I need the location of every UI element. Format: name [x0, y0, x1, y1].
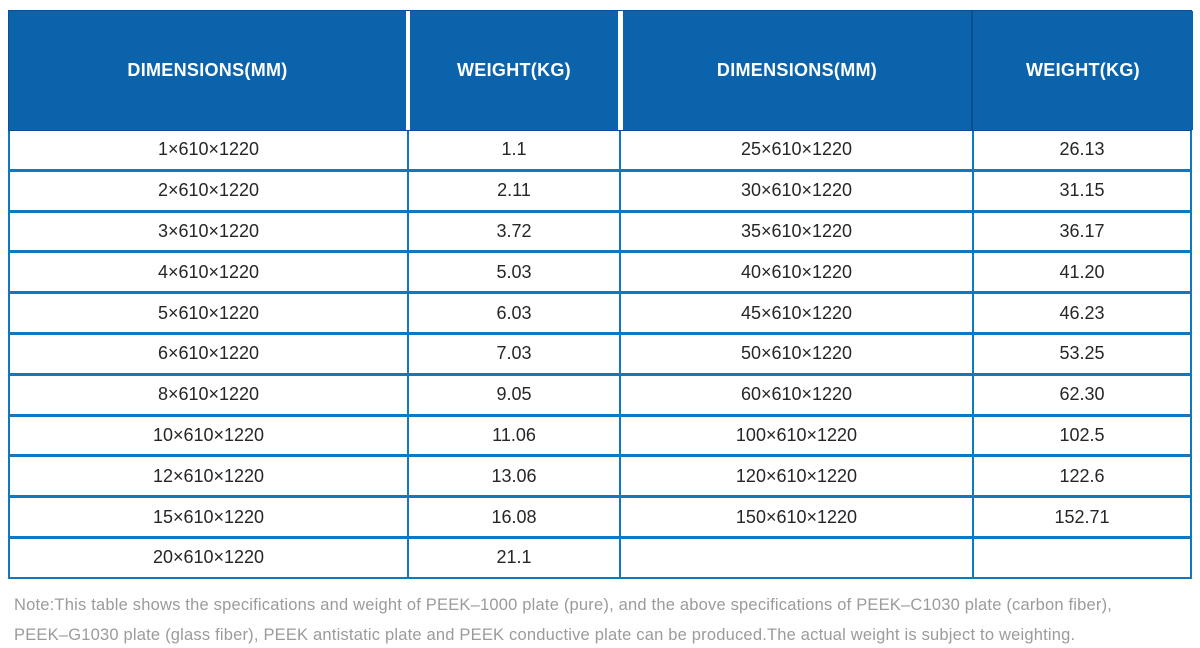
weight-cell: 13.06	[407, 457, 619, 496]
dimension-cell: 15×610×1220	[152, 506, 265, 527]
dimension-cell: 120×610×1220	[619, 457, 972, 496]
header-weight-right: WEIGHT(KG)	[971, 11, 1193, 130]
table-row: 6×610×1220 7.03 50×610×1220 53.25	[10, 334, 1190, 376]
weight-cell: 152.71	[972, 498, 1190, 536]
dimension-cell: 6×610×1220	[157, 343, 260, 364]
table-row: 5×610×1220 6.03 45×610×1220 46.23	[10, 294, 1190, 335]
header-dimensions-left: DIMENSIONS(MM)	[9, 11, 406, 130]
dimension-cell: 150×610×1220	[619, 498, 972, 536]
table-row: 10×610×1220 11.06 100×610×1220 102.5	[10, 416, 1190, 458]
dimension-cell: 30×610×1220	[619, 171, 972, 210]
footnote: Note:This table shows the specifications…	[14, 590, 1192, 648]
weight-cell: 62.30	[972, 375, 1190, 414]
table-row: 20×610×1220 21.1	[10, 538, 1190, 577]
dimension-cell: 35×610×1220	[619, 212, 972, 251]
dimension-cell: 50×610×1220	[619, 334, 972, 373]
weight-cell: 53.25	[972, 334, 1190, 373]
dimension-cell: 100×610×1220	[619, 416, 972, 455]
table-row: 2×610×1220 2.11 30×610×1220 31.15	[10, 171, 1190, 213]
footnote-line: PEEK–G1030 plate (glass fiber), PEEK ant…	[14, 626, 1076, 644]
weight-cell: 7.03	[407, 334, 619, 373]
weight-cell: 41.20	[972, 253, 1190, 292]
weight-cell: 102.5	[972, 416, 1190, 455]
weight-cell: 1.1	[407, 131, 619, 169]
weight-cell	[972, 538, 1190, 577]
header-weight-left: WEIGHT(KG)	[406, 11, 618, 130]
dimension-cell: 45×610×1220	[619, 294, 972, 332]
weight-cell: 2.11	[407, 171, 619, 210]
weight-cell: 122.6	[972, 457, 1190, 496]
dimension-cell: 12×610×1220	[152, 465, 265, 486]
weight-cell: 6.03	[407, 294, 619, 332]
dimension-cell: 40×610×1220	[619, 253, 972, 292]
dimension-cell: 3×610×1220	[157, 220, 260, 241]
weight-cell: 26.13	[972, 131, 1190, 169]
table-row: 12×610×1220 13.06 120×610×1220 122.6	[10, 457, 1190, 499]
dimension-cell: 20×610×1220	[152, 547, 265, 568]
weight-cell: 11.06	[407, 416, 619, 455]
table-row: 3×610×1220 3.72 35×610×1220 36.17	[10, 212, 1190, 254]
dimension-cell: 10×610×1220	[152, 424, 265, 445]
dimension-cell: 25×610×1220	[619, 131, 972, 169]
weight-cell: 31.15	[972, 171, 1190, 210]
table-row: 8×610×1220 9.05 60×610×1220 62.30	[10, 375, 1190, 417]
dimension-cell: 2×610×1220	[157, 180, 260, 201]
table-header-row: DIMENSIONS(MM) WEIGHT(KG) DIMENSIONS(MM)…	[8, 10, 1193, 131]
weight-cell: 21.1	[407, 538, 619, 577]
dimension-cell: 5×610×1220	[157, 302, 260, 323]
weight-cell: 36.17	[972, 212, 1190, 251]
table-row: 1×610×1220 1.1 25×610×1220 26.13	[10, 131, 1190, 172]
weight-cell: 16.08	[407, 498, 619, 536]
weight-cell: 9.05	[407, 375, 619, 414]
dimension-cell: 4×610×1220	[157, 261, 260, 282]
dimension-cell: 1×610×1220	[157, 139, 260, 160]
dimension-cell	[619, 538, 972, 577]
table-row: 15×610×1220 16.08 150×610×1220 152.71	[10, 498, 1190, 539]
footnote-line: Note:This table shows the specifications…	[14, 596, 1113, 614]
dimension-cell: 8×610×1220	[157, 384, 260, 405]
weight-cell: 46.23	[972, 294, 1190, 332]
header-dimensions-right: DIMENSIONS(MM)	[618, 11, 971, 130]
table-body: 1×610×1220 1.1 25×610×1220 26.13 2×610×1…	[8, 131, 1192, 579]
weight-cell: 5.03	[407, 253, 619, 292]
weight-cell: 3.72	[407, 212, 619, 251]
dimension-cell: 60×610×1220	[619, 375, 972, 414]
table-row: 4×610×1220 5.03 40×610×1220 41.20	[10, 253, 1190, 295]
